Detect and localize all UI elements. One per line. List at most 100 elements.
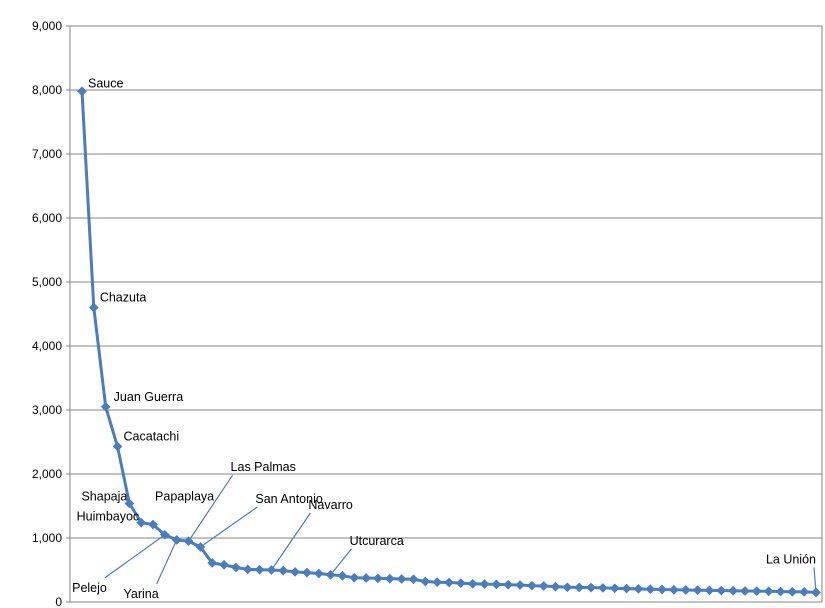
data-point-marker [148, 519, 158, 530]
data-point-marker [432, 577, 443, 588]
y-tick-label: 4,000 [32, 339, 62, 353]
data-point-marker [621, 583, 632, 594]
data-point-marker [171, 534, 182, 545]
annotation-leader [330, 548, 353, 576]
data-point-marker [444, 577, 454, 588]
y-tick-label: 5,000 [32, 275, 62, 289]
annotation-label: Papaplaya [155, 490, 214, 504]
annotation-label: San Antonio [255, 492, 322, 506]
data-point-marker [704, 585, 715, 596]
data-point-marker [716, 585, 727, 596]
annotation-leader [270, 512, 311, 571]
y-tick-label: 1,000 [32, 531, 62, 545]
data-point-marker [799, 586, 810, 597]
series-line [80, 91, 817, 594]
data-point-marker [337, 570, 348, 581]
data-point-marker [491, 579, 502, 590]
y-tick-label: 8,000 [32, 83, 62, 97]
y-tick-label: 7,000 [32, 147, 62, 161]
data-point-marker [159, 529, 170, 540]
annotation-label: Huimbayoc [77, 510, 140, 524]
data-point-marker [586, 582, 597, 593]
annotation-label: Utcurarca [350, 534, 404, 548]
annotation-leader [200, 506, 258, 548]
data-point-marker [668, 584, 679, 595]
data-point-marker [455, 578, 466, 589]
data-point-marker [775, 586, 786, 597]
annotation-label: Chazuta [100, 291, 147, 305]
annotation-labels: Sauce Chazuta Juan Guerra Cacatachi Shapaja H… [72, 76, 816, 601]
data-point-marker [538, 581, 549, 591]
data-point-marker [301, 567, 312, 578]
annotation-leader [188, 474, 234, 542]
annotation-label: La Unión [766, 552, 816, 566]
annotation-label: Cacatachi [124, 429, 180, 443]
data-point-marker [609, 583, 620, 594]
data-point-marker [562, 582, 573, 593]
data-point-marker [290, 566, 301, 577]
data-point-marker [313, 568, 324, 579]
data-point-marker [680, 585, 691, 595]
data-point-marker [207, 558, 218, 568]
data-point-marker [657, 584, 668, 595]
annotation-label: Sauce [88, 76, 123, 90]
data-point-marker [787, 586, 798, 597]
data-point-marker [751, 586, 762, 597]
data-point-marker [219, 559, 230, 570]
data-point-marker [325, 569, 336, 580]
data-point-marker [645, 584, 656, 595]
data-point-marker [254, 564, 265, 575]
data-point-marker [479, 579, 490, 590]
data-markers [77, 86, 821, 598]
axes [69, 26, 823, 603]
annotation-label: Pelejo [72, 581, 107, 595]
annotation-label: Shapaja [81, 489, 127, 503]
annotation-label: Juan Guerra [114, 390, 184, 404]
data-point-marker [550, 581, 561, 592]
data-point-marker [242, 564, 253, 575]
y-tick-label: 3,000 [32, 403, 62, 417]
gridlines [66, 25, 822, 603]
data-point-marker [396, 574, 407, 584]
data-point-marker [349, 572, 360, 583]
data-point-marker [278, 565, 289, 576]
data-point-marker [763, 586, 774, 597]
data-point-marker [420, 576, 431, 587]
data-point-marker [692, 585, 703, 596]
data-point-marker [266, 565, 277, 575]
data-point-marker [740, 586, 750, 596]
data-point-marker [467, 578, 478, 589]
data-point-marker [361, 573, 372, 583]
y-tick-label: 6,000 [32, 211, 62, 225]
data-point-marker [597, 582, 608, 593]
data-point-marker [373, 573, 383, 584]
annotation-leader [104, 534, 166, 579]
y-tick-label: 9,000 [32, 19, 62, 33]
data-point-marker [88, 302, 99, 313]
data-point-marker [728, 585, 739, 596]
data-point-marker [503, 579, 514, 590]
annotation-label: Las Palmas [231, 460, 296, 474]
data-point-marker [633, 583, 644, 594]
data-point-marker [408, 574, 419, 585]
y-tick-labels: 0 1,000 2,000 3,000 4,000 5,000 6,000 7,000 8,00… [32, 19, 62, 608]
data-point-marker [124, 498, 135, 509]
data-point-marker [195, 542, 206, 552]
data-point-marker [112, 441, 123, 452]
data-point-marker [574, 582, 585, 593]
data-point-marker [811, 587, 821, 598]
y-tick-label: 0 [55, 595, 62, 608]
y-tick-label: 2,000 [32, 467, 62, 481]
data-point-marker [526, 580, 537, 591]
data-point-marker [230, 562, 241, 573]
data-point-marker [384, 573, 395, 584]
annotation-label: Navarro [308, 498, 353, 512]
data-point-marker [183, 536, 194, 547]
data-point-marker [100, 401, 111, 412]
data-point-marker [515, 580, 525, 590]
data-point-marker [136, 517, 147, 528]
annotation-leader [156, 539, 178, 585]
data-point-marker [77, 86, 87, 97]
annotation-label: Yarina [123, 587, 158, 601]
